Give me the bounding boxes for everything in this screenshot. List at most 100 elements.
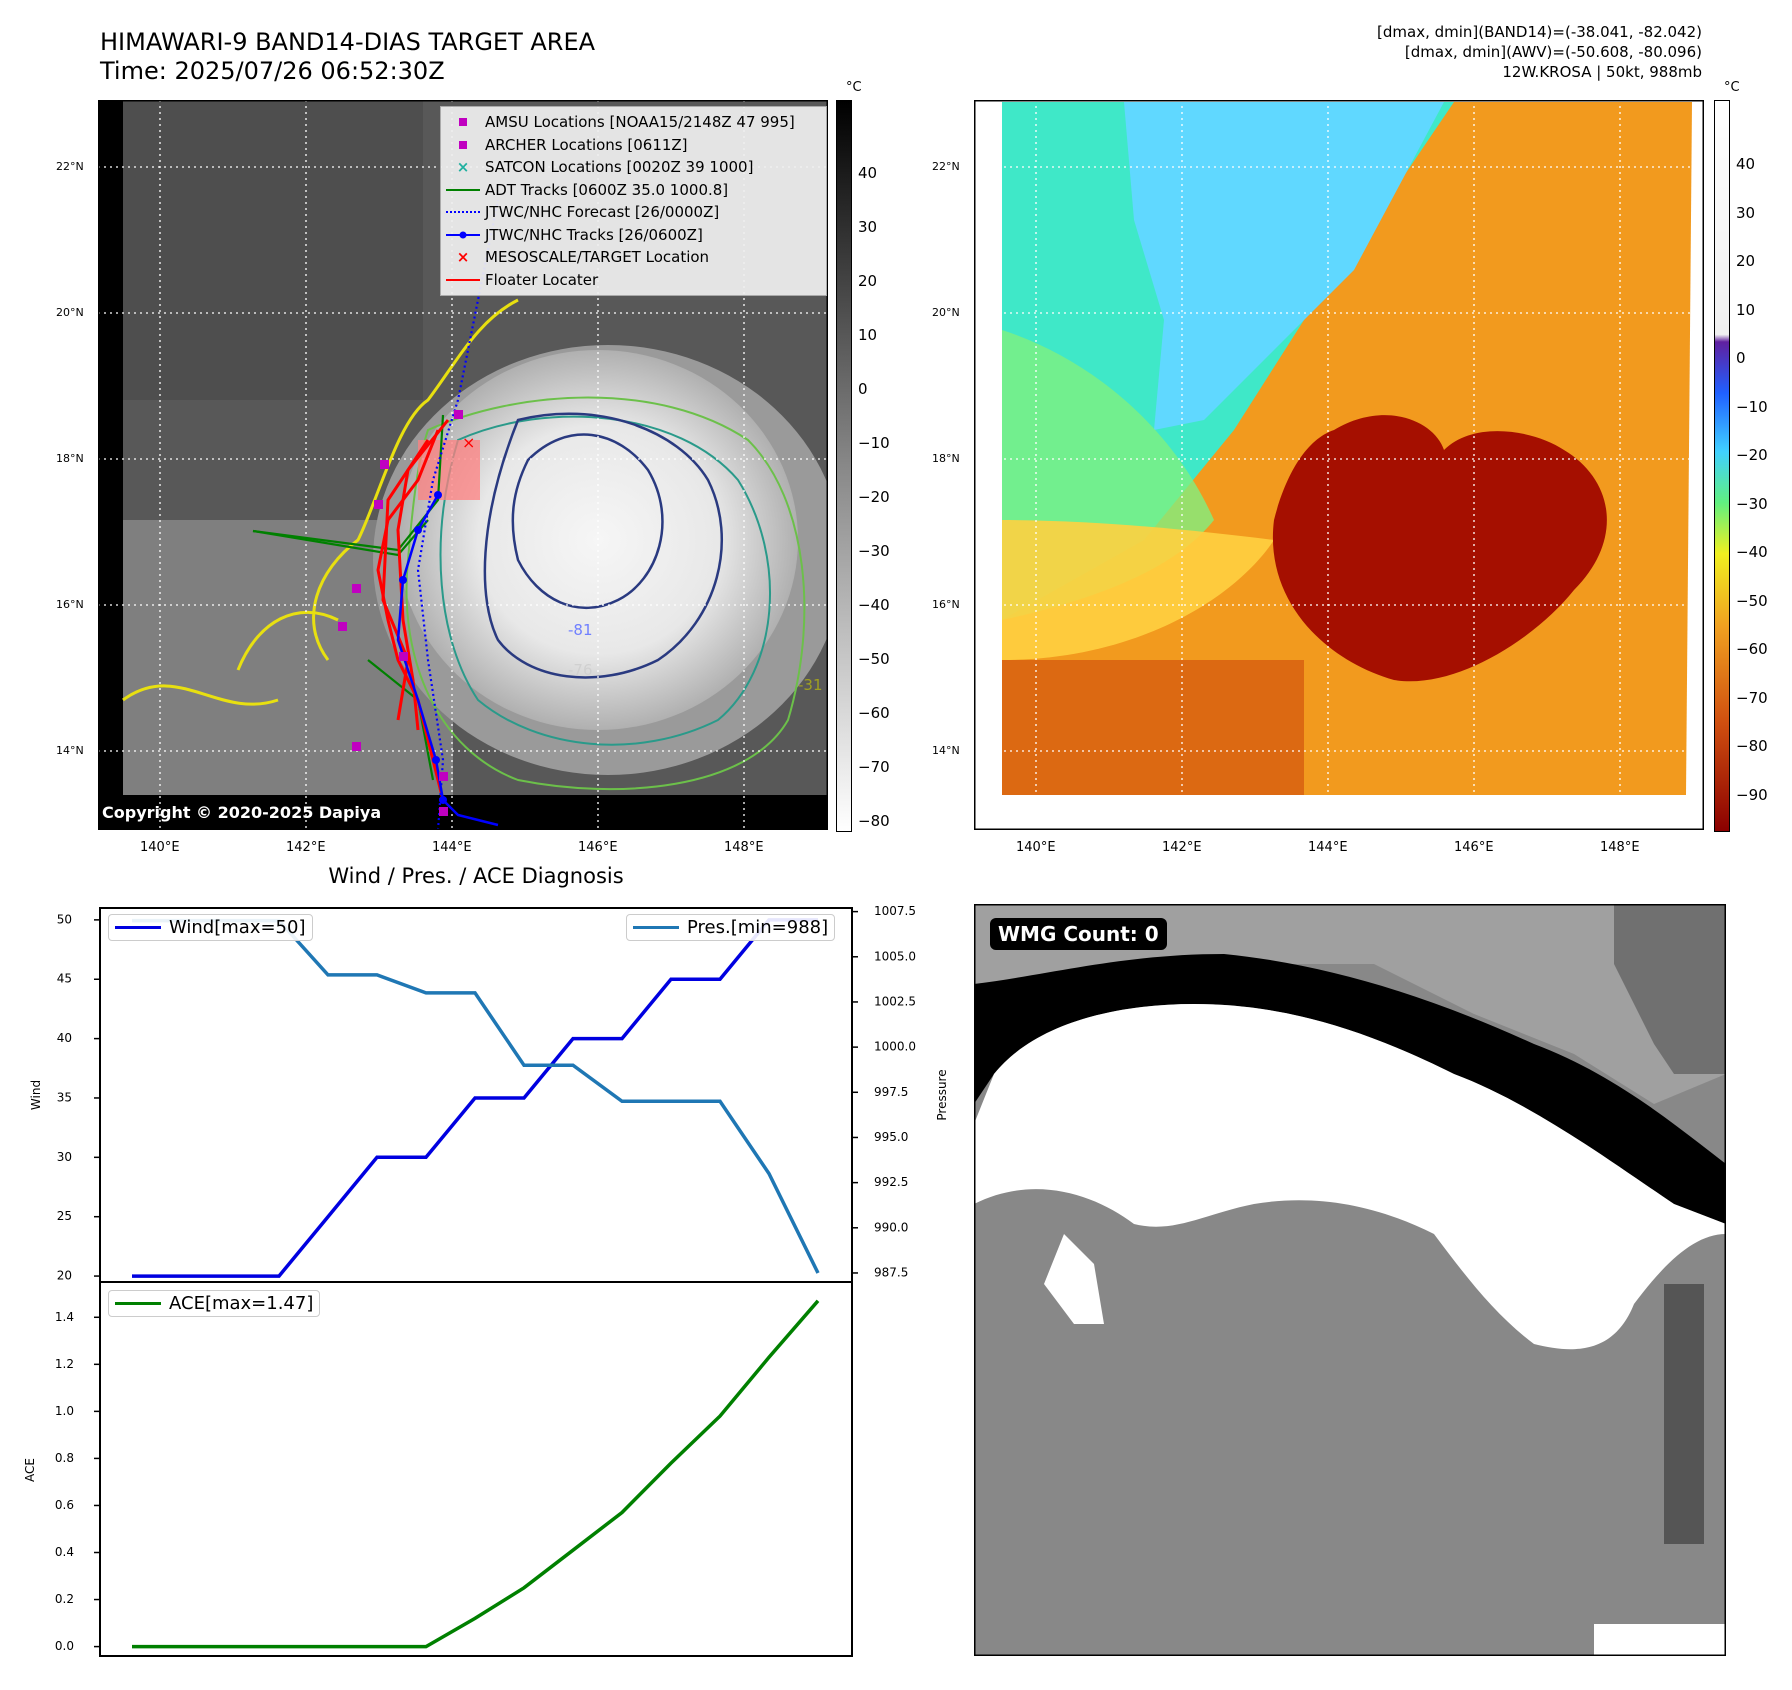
lat-label-20n: 20°N (56, 306, 84, 319)
cb-right-tick: −60 (1736, 640, 1768, 658)
awv-lat-16n: 16°N (932, 598, 960, 611)
lat-label-14n: 14°N (56, 744, 84, 757)
contour-teal (439, 415, 771, 746)
pressure-ytick-label: 997.5 (874, 1085, 908, 1099)
colorbar-right (1714, 100, 1730, 832)
lat-label-22n: 22°N (56, 160, 84, 173)
cb-right-tick: 0 (1736, 349, 1746, 367)
wind-ytick-label: 35 (57, 1090, 72, 1104)
wind-legend-swatch (115, 926, 161, 929)
legend-label: JTWC/NHC Forecast [26/0000Z] (485, 203, 720, 221)
wind-ytick-label: 40 (57, 1031, 72, 1045)
contour-green-outer (405, 396, 806, 791)
ace-legend-swatch (115, 1302, 161, 1305)
wind-ytick-label: 50 (57, 912, 72, 926)
wind-ytick-label: 20 (57, 1269, 72, 1283)
pressure-ytick-label: 1005.0 (874, 949, 916, 963)
cb-left-tick: −60 (858, 704, 890, 722)
legend-item-adt: ADT Tracks [0600Z 35.0 1000.8] (441, 179, 826, 202)
cb-left-tick: −80 (858, 812, 890, 830)
awv-lat-20n: 20°N (932, 306, 960, 319)
pressure-ytick-label: 1000.0 (874, 1040, 916, 1054)
pres-yticks: 987.5 990.0 992.5 995.0 997.5 1000.0 1002.5 100… (852, 904, 916, 1279)
legend-item-tracks: JTWC/NHC Tracks [26/0600Z] (441, 224, 826, 247)
figure-title: HIMAWARI-9 BAND14-DIAS TARGET AREA (100, 28, 596, 56)
stats-band14: [dmax, dmin](BAND14)=(-38.041, -82.042) (1377, 23, 1702, 41)
pressure-axis-label: Pressure (935, 1069, 949, 1120)
ace-series-line (132, 1299, 820, 1649)
pressure-legend: Pres.[min=988] (626, 914, 836, 941)
jtwc-forecast (416, 199, 500, 831)
awv-map-svg (972, 98, 1706, 832)
awv-lon-148e: 148°E (1600, 840, 1640, 855)
ace-ytick-label: 0.8 (55, 1451, 74, 1465)
awv-blue-region (1124, 102, 1444, 430)
amsu-square-icon (441, 118, 485, 127)
cb-left-tick: −30 (858, 542, 890, 560)
cb-right-tick: −50 (1736, 591, 1768, 610)
wmg-svg (972, 902, 1728, 1658)
colorbar-left (836, 100, 852, 832)
ace-ytick-label: 1.4 (55, 1310, 74, 1324)
adt-line-icon (441, 188, 485, 191)
wind-legend: Wind[max=50] (108, 914, 313, 941)
ace-ytick-label: 0.0 (55, 1639, 74, 1653)
wmg-panel: WMG Count: 0 (972, 902, 1728, 1658)
cb-right-tick: −70 (1736, 688, 1768, 707)
track-line-dot-icon (441, 230, 485, 240)
ace-legend: ACE[max=1.47] (108, 1290, 321, 1317)
forecast-dotted-icon (441, 211, 485, 214)
stats-awv: [dmax, dmin](AWV)=(-50.608, -80.096) (1404, 43, 1702, 61)
figure-timestamp: Time: 2025/07/26 06:52:30Z (100, 57, 445, 85)
archer-square-icon (441, 140, 485, 149)
cb-right-tick: 20 (1736, 252, 1756, 270)
ir-map-panel: × -81 -76 -31 AMSU Locations [NOAA15/214… (96, 98, 843, 832)
wmg-band-white (974, 1004, 1726, 1350)
legend-label: AMSU Locations [NOAA15/2148Z 47 995] (485, 113, 795, 131)
legend-label: ARCHER Locations [0611Z] (485, 135, 688, 154)
cb-left-tick: 10 (858, 326, 878, 344)
awv-lat-18n: 18°N (932, 452, 960, 465)
cb-right-tick: 10 (1736, 300, 1756, 319)
wind-ytick-label: 30 (57, 1150, 72, 1164)
satcon-x-icon: × (456, 158, 470, 176)
ace-legend-label: ACE[max=1.47] (169, 1293, 314, 1314)
pressure-ytick-label: 1002.5 (874, 994, 916, 1008)
colorbar-left-ticks: 40 30 20 10 0 −10 −20 −30 −40 −50 −60 −7… (858, 146, 890, 848)
cb-right-tick: −90 (1736, 785, 1768, 804)
wind-yticks: 20 25 30 35 40 45 50 (57, 912, 100, 1283)
cb-left-tick: −50 (858, 650, 890, 668)
wind-ytick-label: 45 (57, 972, 72, 986)
wind-axis-label: Wind (29, 1080, 43, 1110)
amsu-archer-points (338, 410, 463, 816)
legend-item-floater: Floater Locater (441, 269, 826, 292)
lat-label-16n: 16°N (56, 598, 84, 611)
cb-right-tick: −20 (1736, 446, 1768, 464)
cb-right-tick: 40 (1736, 155, 1756, 173)
ace-ytick-label: 1.0 (55, 1404, 74, 1418)
pressure-ytick-label: 992.5 (874, 1175, 908, 1189)
legend-item-satcon: × SATCON Locations [0020Z 39 1000] (441, 156, 826, 179)
awv-cold-core (1272, 415, 1607, 682)
ace-frame (99, 1281, 853, 1657)
jtwc-track (396, 494, 499, 827)
cb-left-tick: −70 (858, 758, 890, 776)
ace-axis-label: ACE (23, 1458, 37, 1482)
diagnosis-title: Wind / Pres. / ACE Diagnosis (328, 864, 624, 888)
pressure-legend-swatch (633, 926, 679, 929)
legend-label: MESOSCALE/TARGET Location (485, 248, 710, 266)
pressure-ytick-label: 1007.5 (874, 904, 916, 918)
cb-left-tick: 40 (858, 164, 878, 182)
pressure-ytick-label: 990.0 (874, 1220, 908, 1234)
contour-label-2: -76 (568, 661, 593, 679)
colorbar-right-ticks: 40 30 20 10 0 −10 −20 −30 −40 −50 −60 −7… (1736, 140, 1768, 819)
awv-lat-14n: 14°N (932, 744, 960, 757)
wind-series-line (132, 918, 818, 1278)
cb-left-tick: 0 (858, 380, 868, 398)
wmg-band-lightgray (974, 904, 1726, 1104)
wmg-band-black (974, 954, 1726, 1224)
cb-right-tick: −40 (1736, 543, 1768, 561)
legend-label: SATCON Locations [0020Z 39 1000] (485, 158, 754, 176)
pressure-ytick-label: 995.0 (874, 1130, 908, 1144)
legend-label: Floater Locater (485, 270, 599, 289)
